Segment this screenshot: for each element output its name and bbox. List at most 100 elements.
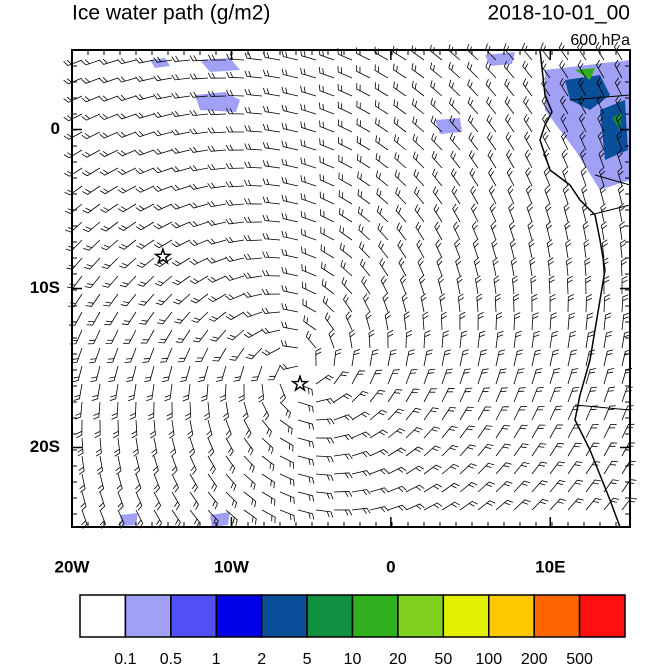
colorbar-label: 50 (434, 651, 452, 667)
wind-barb (189, 437, 196, 457)
wind-barb (187, 419, 194, 439)
wind-barb (455, 257, 462, 277)
wind-barb (155, 293, 173, 306)
wind-barb (387, 408, 405, 421)
wind-barb (262, 270, 281, 277)
wind-barb (225, 437, 234, 457)
wind-barb (459, 368, 471, 385)
colorbar-label: 10 (344, 651, 362, 667)
wind-barb (300, 228, 317, 241)
wind-barb (477, 425, 493, 439)
wind-barb (567, 312, 576, 331)
wind-barb (189, 73, 209, 80)
wind-barb (495, 312, 503, 331)
wind-barb (377, 223, 389, 241)
wind-barb (585, 386, 598, 403)
wind-barb (243, 272, 263, 279)
wind-barb (361, 276, 371, 295)
wind-barb (207, 491, 219, 510)
wind-barb (581, 185, 588, 205)
wind-barb (281, 122, 299, 133)
wind-barb (66, 257, 83, 270)
wind-barb (95, 437, 102, 457)
wind-barb (423, 502, 443, 511)
wind-barb (495, 330, 504, 349)
wind-barb (439, 293, 446, 313)
wind-barb (215, 365, 227, 382)
wind-barb (225, 181, 245, 188)
wind-barb (434, 221, 443, 241)
wind-barb (262, 160, 281, 169)
wind-barb (301, 281, 317, 295)
wind-barb (267, 365, 281, 381)
wind-barb (135, 167, 155, 175)
wind-barb (117, 131, 137, 138)
wind-barb (511, 275, 519, 295)
wind-barb (459, 500, 478, 511)
wind-barb (356, 82, 371, 97)
wind-barb (164, 383, 173, 402)
wind-barb (109, 383, 119, 402)
wind-barb (153, 111, 173, 118)
wind-barb (531, 424, 546, 439)
wind-barb (63, 77, 83, 85)
wind-barb (129, 401, 137, 420)
wind-barb (492, 257, 499, 277)
wind-barb (135, 509, 144, 529)
wind-barb (441, 406, 457, 421)
wind-barb (279, 363, 299, 370)
x-tick-label: 20W (55, 557, 91, 576)
wind-barb (171, 55, 191, 63)
wind-barb (585, 497, 602, 511)
wind-barb (337, 101, 353, 115)
wind-barb (189, 257, 209, 266)
wind-barb (162, 365, 173, 383)
wind-barb (527, 221, 534, 241)
wind-barb (153, 203, 173, 211)
wind-barb (531, 330, 540, 349)
wind-barb (340, 259, 353, 277)
wind-barb (126, 365, 137, 383)
wind-barb (263, 51, 281, 61)
wind-barb (457, 293, 464, 313)
wind-barb (135, 149, 155, 156)
wind-barb (359, 241, 371, 259)
wind-barb (135, 130, 155, 138)
wind-barb (603, 386, 616, 403)
wind-barb (207, 182, 227, 189)
wind-barb (513, 368, 525, 385)
wind-barb (585, 479, 601, 493)
wind-barb (467, 97, 479, 115)
wind-barb (153, 509, 163, 529)
wind-barb (565, 239, 572, 259)
wind-barb (405, 349, 415, 367)
wind-barb (399, 275, 407, 295)
wind-barb (261, 401, 270, 421)
wind-barb (441, 349, 451, 367)
wind-barb (81, 509, 88, 529)
wind-barb (281, 104, 299, 115)
wind-barb (562, 185, 569, 205)
wind-barb (549, 405, 563, 421)
wind-barb (531, 349, 542, 367)
wind-barb (585, 405, 598, 421)
wind-barb (621, 423, 635, 439)
wind-barb (319, 173, 335, 187)
wind-barb (338, 172, 353, 187)
wind-barb (261, 347, 281, 356)
wind-barb (76, 419, 83, 439)
wind-barb (244, 125, 263, 133)
wind-barb (261, 491, 276, 506)
wind-barb (441, 482, 460, 493)
wind-barb (244, 161, 263, 169)
wind-barb (281, 212, 299, 223)
wind-barb (171, 129, 191, 136)
wind-barb (281, 303, 299, 313)
wind-barb (281, 230, 299, 241)
colorbar-box (533, 594, 581, 638)
wind-barb (567, 349, 578, 367)
wind-barb (262, 123, 281, 133)
wind-barb (197, 365, 209, 382)
wind-barb (486, 96, 497, 115)
wind-barb (423, 330, 431, 349)
